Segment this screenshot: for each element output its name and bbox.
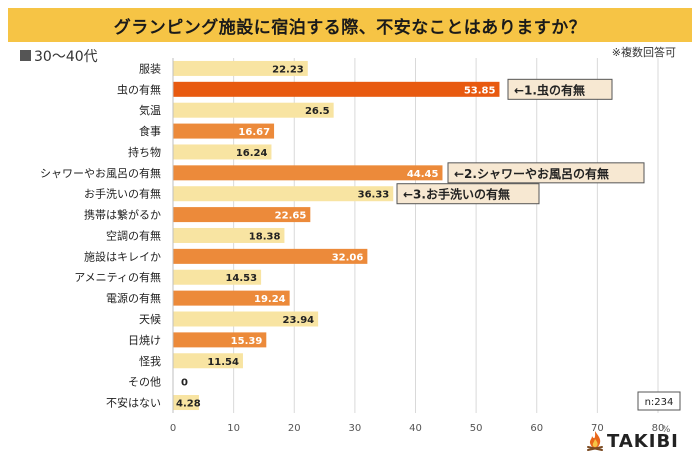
- category-label: 不安はない: [106, 396, 161, 410]
- bar: [173, 311, 319, 327]
- campfire-icon: [587, 431, 603, 451]
- x-tick-label: 0: [170, 423, 176, 434]
- x-tick-label: 70: [591, 423, 604, 434]
- bar: [173, 123, 275, 139]
- brand-name: TAKIBI: [607, 430, 679, 452]
- data-label: 44.45: [407, 169, 439, 180]
- bar: [173, 207, 311, 223]
- bar: [173, 353, 243, 369]
- bar: [173, 102, 334, 118]
- category-label: 怪我: [139, 354, 161, 368]
- category-label: 施設はキレイか: [84, 249, 161, 263]
- x-axis-unit: %: [662, 425, 671, 435]
- category-label: シャワーやお風呂の有無: [40, 166, 161, 180]
- data-label: 18.38: [249, 231, 281, 242]
- data-label: 22.23: [272, 64, 304, 75]
- data-label: 0: [181, 378, 188, 389]
- category-label: 持ち物: [128, 145, 161, 159]
- age-group-label: 30～40代: [20, 46, 98, 66]
- chart-title: グランピング施設に宿泊する際、不安なことはありますか？: [113, 17, 587, 38]
- bar: [173, 227, 285, 243]
- chart-title-bar: グランピング施設に宿泊する際、不安なことはありますか？: [8, 8, 692, 42]
- category-label: その他: [128, 376, 161, 389]
- data-label: 11.54: [207, 357, 239, 368]
- bar: [173, 269, 262, 285]
- category-label: お手洗いの有無: [84, 187, 161, 201]
- data-label: 22.65: [275, 211, 307, 222]
- category-label: 天候: [139, 312, 161, 326]
- category-label: 服装: [139, 62, 161, 75]
- x-tick-label: 20: [288, 423, 301, 434]
- data-label: 53.85: [464, 85, 496, 96]
- category-label: 日焼け: [128, 334, 161, 347]
- x-tick-label: 50: [470, 423, 483, 434]
- data-label: 14.53: [225, 273, 257, 284]
- multiple-answer-note: ※複数回答可: [611, 46, 676, 59]
- bar: [173, 165, 443, 181]
- sample-size-box: [637, 391, 681, 411]
- category-label: アメニティの有無: [74, 270, 161, 284]
- sample-size-label: n:234: [645, 397, 674, 408]
- annotation-box: [507, 78, 613, 100]
- annotation-box: [447, 162, 645, 184]
- category-label: 携帯は繋がるか: [84, 208, 161, 222]
- bar: [173, 81, 500, 97]
- data-label: 16.24: [236, 148, 268, 159]
- annotation-label: ←2.シャワーやお風呂の有無: [454, 166, 609, 181]
- category-label: 空調の有無: [106, 228, 161, 242]
- category-label: 食事: [139, 124, 161, 138]
- data-label: 19.24: [254, 294, 286, 305]
- x-tick-label: 40: [409, 423, 422, 434]
- data-label: 16.67: [238, 127, 270, 138]
- age-group-text: 30～40代: [34, 49, 98, 65]
- category-label: 電源の有無: [106, 291, 161, 305]
- data-label: 15.39: [231, 336, 263, 347]
- x-tick-label: 30: [349, 423, 362, 434]
- x-tick-label: 60: [530, 423, 543, 434]
- bar: [173, 395, 199, 411]
- annotation-label: ←3.お手洗いの有無: [403, 187, 510, 202]
- data-label: 32.06: [332, 252, 364, 263]
- brand-logo: TAKIBI: [586, 430, 679, 452]
- data-label: 23.94: [282, 315, 314, 326]
- annotation-label: ←1.虫の有無: [514, 82, 585, 97]
- category-label: 気温: [139, 103, 161, 117]
- bar: [173, 332, 267, 348]
- bar: [173, 186, 394, 202]
- data-label: 26.5: [305, 106, 330, 117]
- bar: [173, 60, 308, 76]
- x-tick-label: 80: [652, 423, 665, 434]
- square-icon: [20, 50, 31, 61]
- data-label: 36.33: [358, 190, 390, 201]
- category-label: 虫の有無: [117, 82, 161, 96]
- annotation-box: [396, 183, 540, 205]
- bar: [173, 144, 272, 160]
- data-label: 4.28: [176, 399, 201, 410]
- bar: [173, 248, 368, 264]
- bar: [173, 290, 290, 306]
- x-tick-label: 10: [227, 423, 240, 434]
